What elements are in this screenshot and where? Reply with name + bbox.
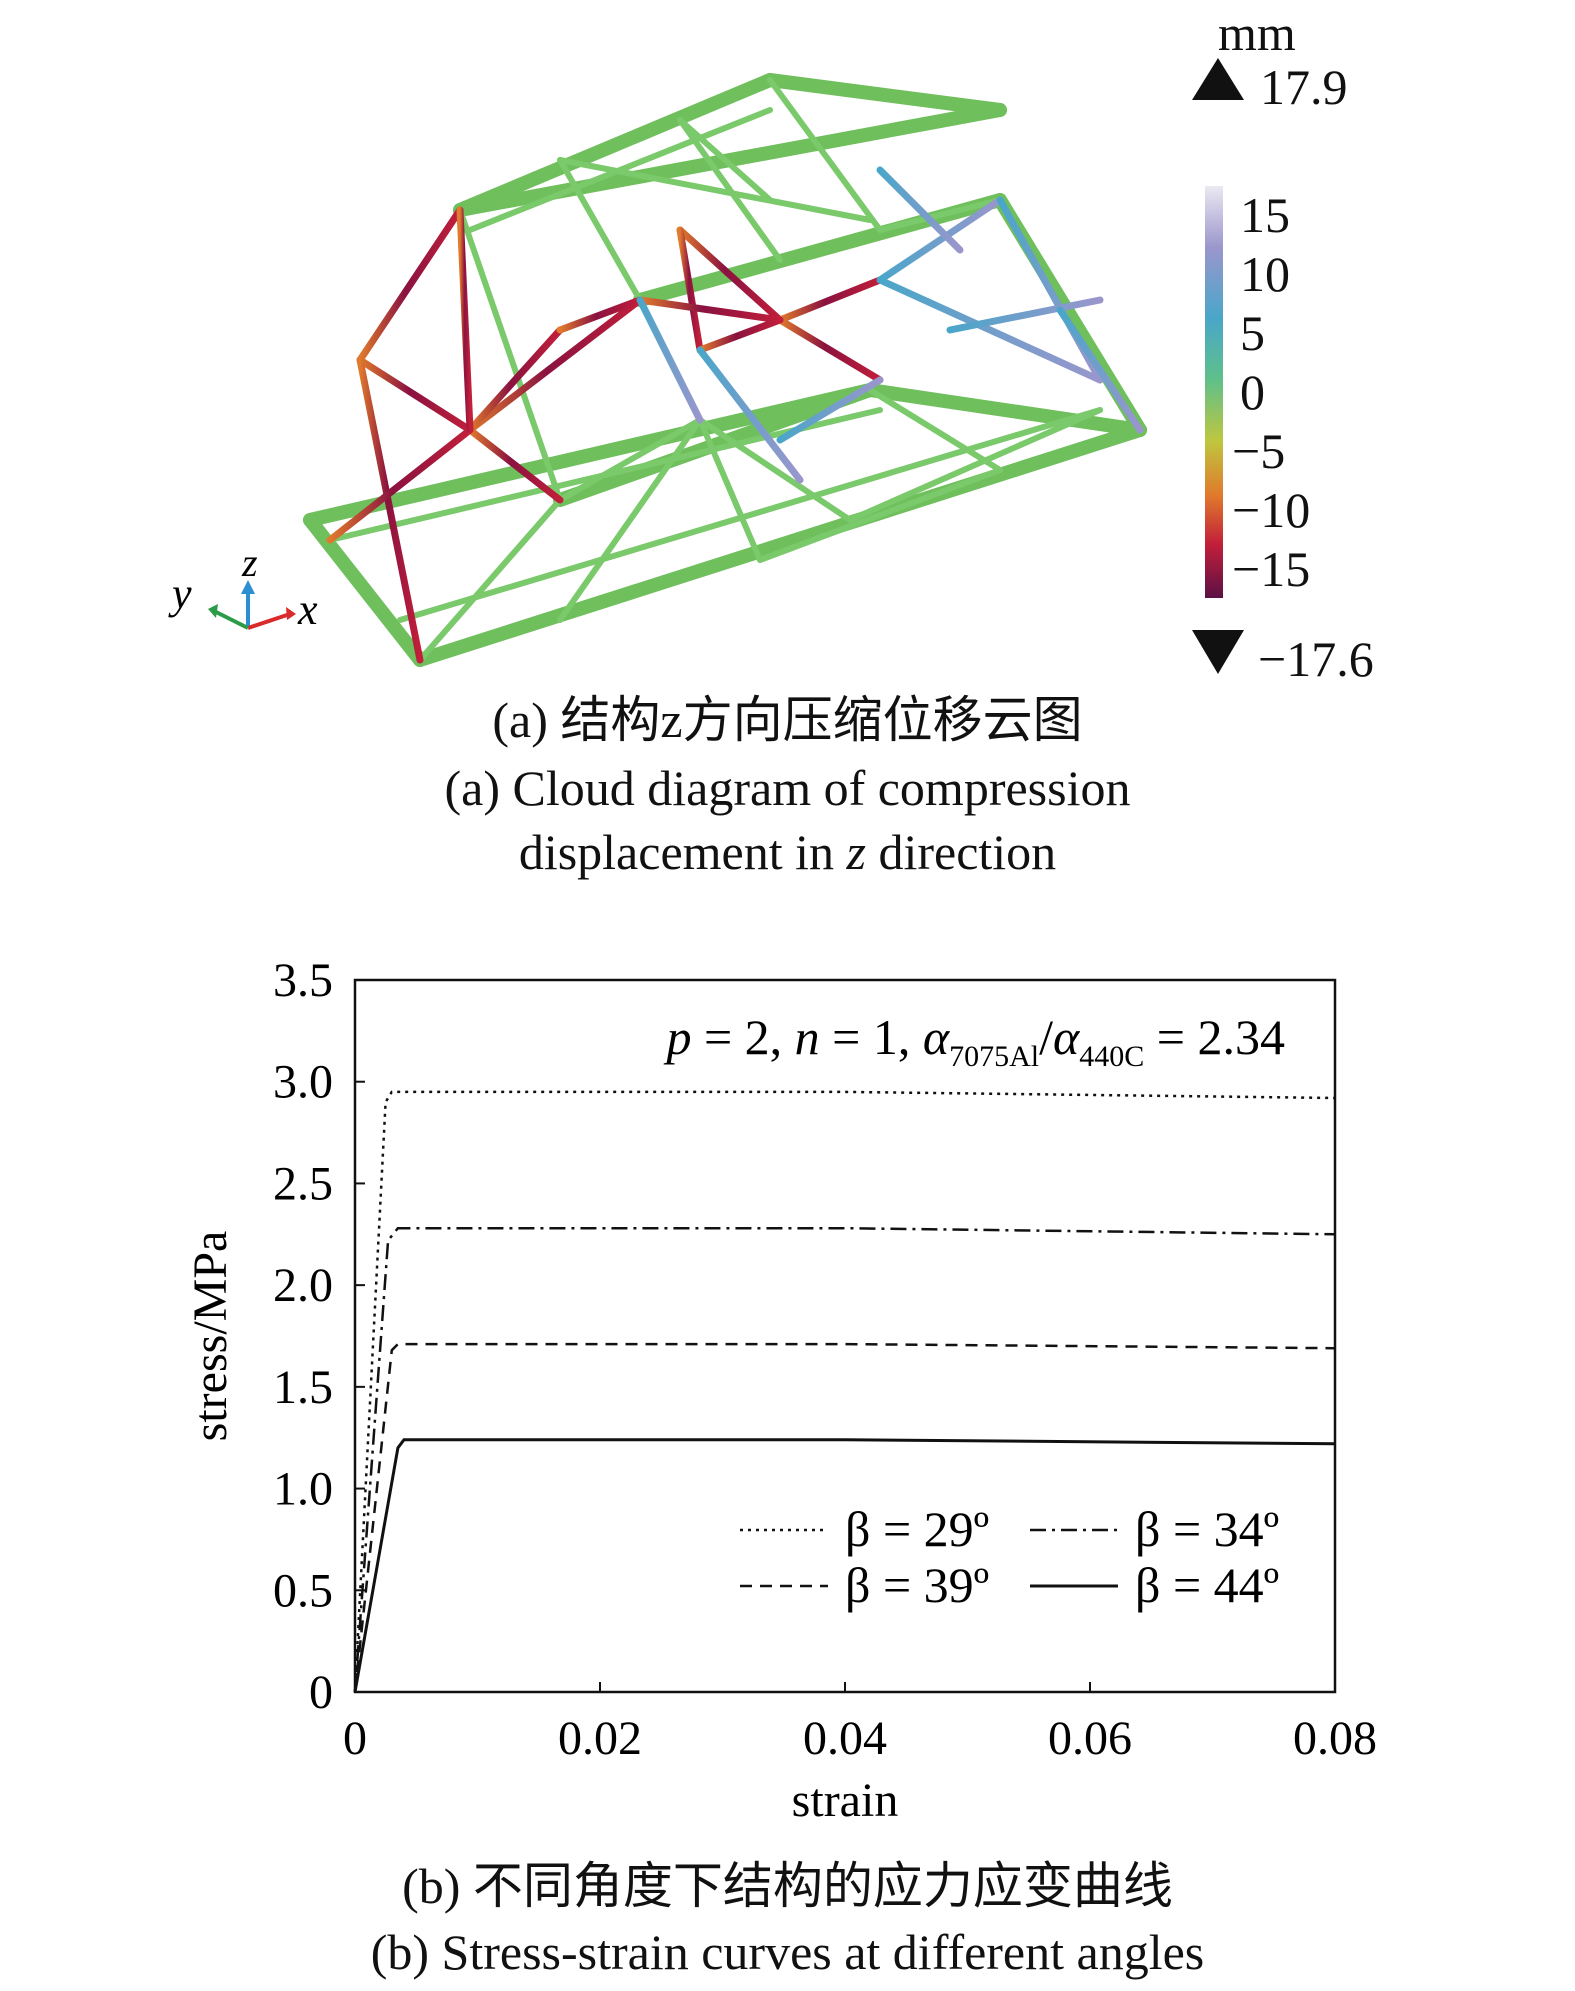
colorbar-unit: mm [1218, 5, 1296, 61]
series-line [353, 1438, 1336, 1693]
x-tick-label: 0 [343, 1712, 367, 1765]
x-tick-label: 0.02 [558, 1712, 642, 1765]
legend-label: β = 29º [845, 1501, 989, 1557]
colorbar [1192, 58, 1244, 674]
y-tick-label: 3.5 [273, 954, 333, 1007]
series-line [353, 1226, 1336, 1693]
series-line [353, 1342, 1336, 1693]
y-tick-label: 2.0 [273, 1259, 333, 1312]
lattice-structure [303, 73, 1147, 667]
colorbar-tick: 10 [1240, 246, 1290, 302]
caption-b-en: (b) Stress-strain curves at different an… [370, 1924, 1205, 1980]
caption-a-cn: (a) 结构z方向压缩位移云图 [492, 692, 1083, 748]
y-tick-label: 0.5 [273, 1564, 333, 1617]
axis-x-label: x [297, 585, 318, 634]
axis-y-label: y [168, 569, 192, 618]
colorbar-tick: −10 [1232, 482, 1311, 538]
caption-a-en-line1: (a) Cloud diagram of compression [444, 760, 1131, 816]
parameter-annotation: p = 2, n = 1, α7075Al/α440C = 2.34 [663, 1009, 1285, 1073]
series-line [353, 1090, 1336, 1693]
colorbar-tick: −15 [1232, 541, 1311, 597]
min-marker-icon [1192, 630, 1244, 674]
legend-label: β = 39º [845, 1557, 989, 1613]
displacement-contour-figure: z x y [168, 58, 1244, 674]
x-axis-label: strain [792, 1774, 899, 1820]
max-marker-icon [1192, 58, 1244, 100]
x-tick-label: 0.06 [1048, 1712, 1132, 1765]
legend-label: β = 44º [1135, 1557, 1279, 1613]
x-tick-label: 0.08 [1293, 1712, 1377, 1765]
legend-label: β = 34º [1135, 1501, 1279, 1557]
y-axis-label: stress/MPa [184, 1231, 237, 1442]
y-tick-label: 1.5 [273, 1361, 333, 1414]
colorbar-max-value: 17.9 [1260, 59, 1348, 115]
axis-triad: z x y [168, 540, 318, 634]
stress-strain-chart: 0 0.02 0.04 0.06 0.08 0 0.5 1.0 1.5 2.0 2.5 3.0 3.5 s… [184, 954, 1377, 1820]
caption-a-en-line2: displacement in z direction [518, 824, 1057, 880]
y-tick-label: 0 [309, 1666, 333, 1719]
caption-b-cn: (b) 不同角度下结构的应力应变曲线 [402, 1858, 1173, 1914]
y-tick-label: 1.0 [273, 1463, 333, 1516]
colorbar-tick: −5 [1232, 423, 1286, 479]
colorbar-tick: 5 [1240, 305, 1265, 361]
x-tick-label: 0.04 [803, 1712, 887, 1765]
colorbar-tick: 15 [1240, 187, 1290, 243]
axis-z-label: z [241, 540, 258, 585]
colorbar-tick: 0 [1240, 364, 1265, 420]
y-tick-label: 3.0 [273, 1056, 333, 1109]
y-tick-label: 2.5 [273, 1157, 333, 1210]
colorbar-min-value: −17.6 [1258, 631, 1374, 687]
